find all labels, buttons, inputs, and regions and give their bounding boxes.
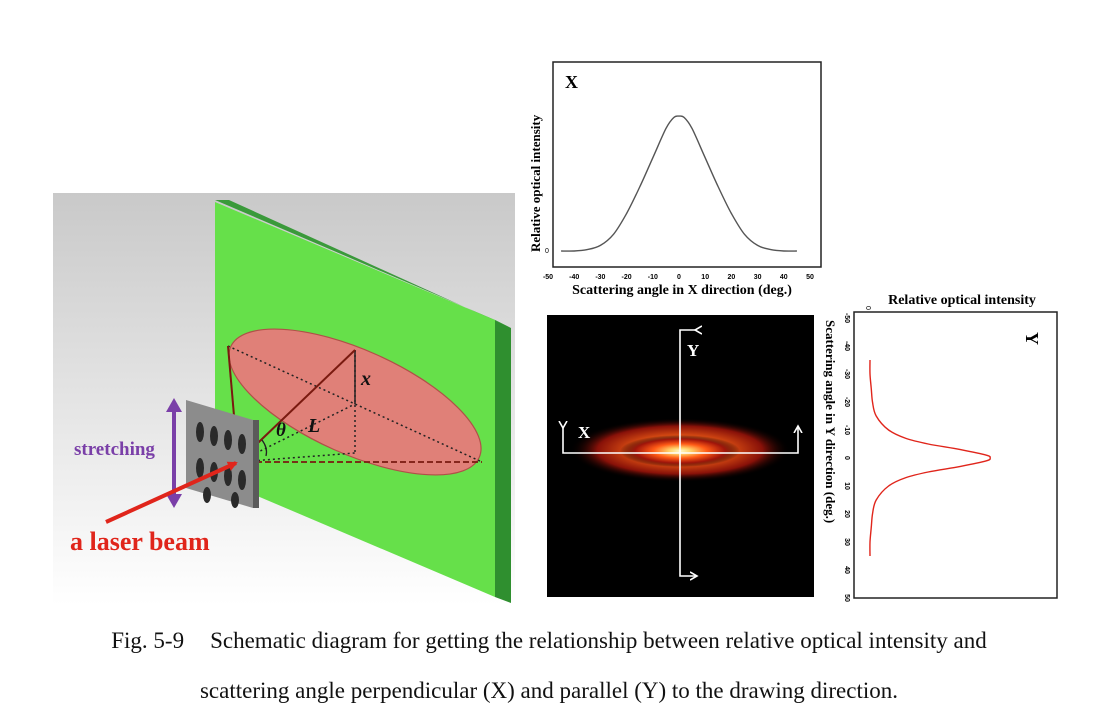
y-panel-label: Y <box>1022 332 1042 345</box>
x-chart-xlabel: Scattering angle in X direction (deg.) <box>572 283 792 298</box>
y-chart-xticks: -50 -40 -30 -20 -10 0 10 20 30 40 50 <box>843 313 850 602</box>
y-profile-chart: Relative optical intensity Y Scattering … <box>823 293 1058 602</box>
x-chart-xtick-label: 50 <box>806 274 814 281</box>
y-chart-xtick-label: -30 <box>843 369 850 379</box>
y-chart-xtick-label: 20 <box>843 510 850 518</box>
screen-side <box>495 320 511 603</box>
y-chart-side-label: Scattering angle in Y direction (deg.) <box>823 320 838 523</box>
y-chart-xtick-label: -20 <box>843 397 850 407</box>
theta-arc <box>261 439 268 457</box>
y-chart-xtick-label: -40 <box>843 341 850 351</box>
x-chart-xticks: -50 -40 -30 -20 -10 0 10 20 30 40 50 <box>543 274 814 281</box>
figure-number: Fig. 5-9 <box>111 628 185 653</box>
y-chart-xtick-label: -10 <box>843 425 850 435</box>
caption-line-2: scattering angle perpendicular (X) and p… <box>199 678 899 703</box>
x-chart-xtick-label: -10 <box>648 274 658 281</box>
x-chart-ylabel: Relative optical intensity <box>528 114 543 252</box>
sample-film-side <box>253 420 259 508</box>
figure: stretching a laser beam x L θ X Relative… <box>53 61 1058 605</box>
x-chart-xtick-label: 10 <box>701 274 709 281</box>
L-distance-label: L <box>307 415 320 437</box>
y-chart-xtick-label: 10 <box>843 482 850 490</box>
y-chart-xtick-label: 50 <box>843 594 850 602</box>
schematic-diagram: stretching a laser beam x L θ <box>53 193 515 605</box>
theta-label: θ <box>276 420 286 441</box>
x-distance-label: x <box>360 368 371 390</box>
x-chart-xtick-label: 30 <box>754 274 762 281</box>
stretching-label: stretching <box>74 439 155 460</box>
y-chart-ytick-0: 0 <box>864 306 871 310</box>
x-chart-xtick-label: 20 <box>728 274 736 281</box>
x-chart-frame <box>552 61 822 268</box>
y-chart-xtick-label: -50 <box>843 313 850 323</box>
caption-text-1: Schematic diagram for getting the relati… <box>210 628 987 653</box>
y-chart-xtick-label: 0 <box>843 456 850 460</box>
laser-beam-arrow <box>105 461 238 524</box>
x-chart-xtick-label: -40 <box>569 274 579 281</box>
y-chart-frame <box>853 311 1058 599</box>
x-chart-xtick-label: -30 <box>595 274 605 281</box>
x-chart-xtick-label: 0 <box>677 274 681 281</box>
y-chart-xtick-label: 30 <box>843 538 850 546</box>
x-chart-xtick-label: -20 <box>622 274 632 281</box>
caption-line-1: Fig. 5-9 Schematic diagram for getting th… <box>0 628 1098 654</box>
y-chart-xtick-label: 40 <box>843 566 850 574</box>
scattering-pattern-image: X Y <box>547 315 814 597</box>
y-profile-curve <box>869 359 991 557</box>
x-chart-xtick-label: 40 <box>780 274 788 281</box>
film-holes <box>196 422 246 508</box>
x-chart-ytick-0: 0 <box>545 248 549 255</box>
x-chart-xtick-label: -50 <box>543 274 553 281</box>
pattern-x-label: X <box>578 423 591 442</box>
pattern-y-label: Y <box>687 341 699 360</box>
pattern-axis-y <box>679 330 696 576</box>
laser-beam-label: a laser beam <box>70 527 210 556</box>
x-profile-chart: X Relative optical intensity 0 -50 -40 -30… <box>528 61 822 298</box>
x-panel-label: X <box>565 72 578 92</box>
y-chart-title: Relative optical intensity <box>888 293 1036 308</box>
x-profile-curve <box>561 115 797 252</box>
stretching-arrow <box>166 398 182 508</box>
